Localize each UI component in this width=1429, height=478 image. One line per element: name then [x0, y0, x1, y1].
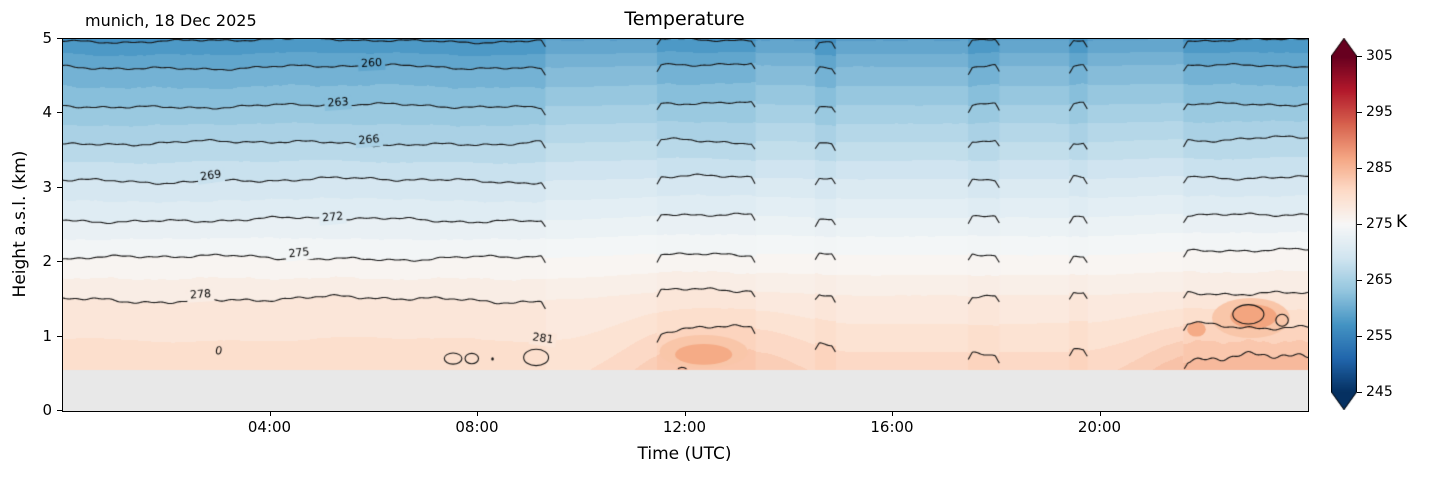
chart-title: Temperature: [624, 8, 745, 30]
x-tick-mark: [269, 411, 271, 416]
x-tick-mark: [1099, 411, 1101, 416]
x-tick-label: 08:00: [455, 418, 499, 436]
x-axis-label: Time (UTC): [637, 444, 732, 464]
y-tick-label: 4: [42, 103, 52, 122]
colorbar-unit-label: K: [1396, 212, 1408, 232]
plot-area: [62, 38, 1309, 412]
x-tick-label: 16:00: [870, 418, 914, 436]
x-tick-mark: [477, 411, 478, 416]
y-tick-label: 2: [42, 252, 52, 271]
x-tick-label: 20:00: [1077, 418, 1122, 436]
colorbar-tick-mark: [1357, 224, 1362, 225]
y-tick-label: 1: [42, 326, 52, 345]
y-tick-mark: [57, 335, 62, 337]
colorbar-tick-mark: [1357, 336, 1362, 337]
y-tick-mark: [57, 186, 62, 188]
colorbar-tick-mark: [1357, 112, 1362, 113]
contour-plot-canvas: [63, 39, 1308, 411]
y-tick-label: 0: [42, 401, 52, 419]
y-tick-label: 3: [42, 177, 52, 196]
colorbar-tick-label: 265: [1366, 272, 1393, 288]
x-tick-label: 04:00: [247, 418, 292, 436]
y-tick-mark: [57, 261, 62, 263]
x-tick-label: 12:00: [662, 418, 707, 436]
colorbar-tick-mark: [1357, 56, 1362, 57]
colorbar-tick-mark: [1357, 280, 1362, 281]
colorbar-tick-label: 245: [1366, 384, 1393, 400]
colorbar-tick-mark: [1357, 392, 1362, 393]
x-tick-mark: [684, 411, 686, 416]
colorbar-tick-label: 285: [1366, 160, 1393, 176]
x-tick-mark: [892, 411, 893, 416]
y-tick-mark: [57, 38, 62, 39]
colorbar-tick-mark: [1357, 168, 1362, 169]
colorbar-tick-label: 255: [1366, 328, 1393, 344]
colorbar: [1331, 38, 1357, 410]
y-tick-label: 5: [42, 29, 52, 47]
y-tick-mark: [57, 112, 62, 114]
y-axis-label: Height a.s.l. (km): [10, 150, 30, 298]
colorbar-tick-label: 275: [1366, 216, 1393, 232]
y-tick-mark: [57, 410, 62, 411]
colorbar-tick-label: 305: [1366, 48, 1393, 64]
colorbar-tick-label: 295: [1366, 104, 1393, 120]
station-date-annotation: munich, 18 Dec 2025: [85, 11, 257, 30]
